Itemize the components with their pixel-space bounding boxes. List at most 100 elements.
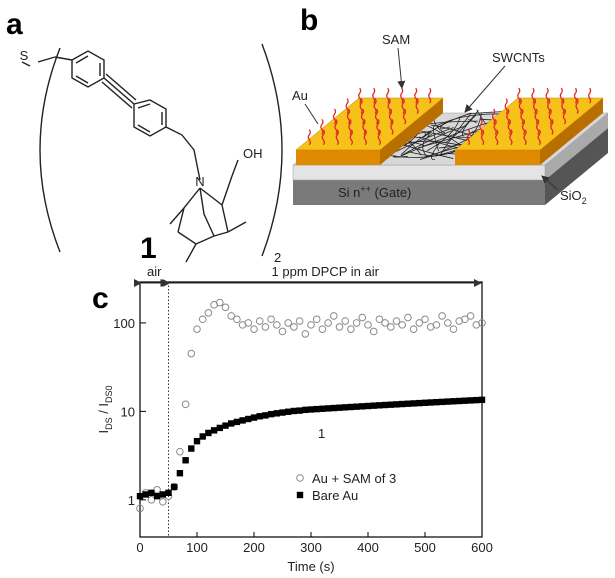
oxide-label: SiO2 [560,188,587,206]
compound-number: 1 [140,232,157,265]
superscript: ++ [360,184,371,194]
sam-molecule [520,108,524,125]
data-point [216,424,223,432]
data-point [136,492,144,500]
span-label: 1 ppm DPCP in air [272,264,380,279]
data-point [159,497,167,506]
data-point [369,327,378,336]
sam-molecule [550,118,554,135]
data-point [313,405,320,413]
sam-molecule [532,98,537,115]
data-point [239,417,246,424]
data-point [290,323,298,331]
sam-molecule [414,87,418,104]
sam-molecule [376,118,380,135]
sam-molecule [491,108,496,125]
data-point [381,319,389,327]
data-point [404,400,412,407]
sam-molecule [548,108,552,125]
data-point [170,483,178,491]
bracket-left [39,47,61,253]
subscript: DS0 [104,385,114,403]
data-point [142,491,149,498]
sam-molecule [400,87,404,104]
data-point [165,489,172,497]
sam-molecule [575,98,579,115]
panel-label: a [6,8,23,41]
data-point [250,325,258,333]
nanotube [467,118,477,123]
data-point [205,429,212,437]
data-point [364,402,372,410]
sam-molecule [534,108,538,125]
nanotube [426,116,461,152]
x-tick-label: 400 [357,540,379,555]
data-point [319,405,326,412]
data-point [404,313,412,322]
data-point [324,319,332,327]
nanotube [409,141,425,147]
sam-molecules [307,87,592,146]
subscript: DS [104,417,114,430]
data-point [181,400,190,409]
nanotube [423,132,430,138]
y-tick-label: 1 [128,493,135,508]
sam-molecule [386,87,390,104]
x-tick-label: 300 [300,540,322,555]
sam-molecule [362,118,366,135]
data-point [147,496,156,504]
data-point [198,315,207,324]
y-axis-label: IDS / IDS0 [96,385,114,433]
data-point [393,401,400,408]
y-tick-label: 10 [121,404,135,419]
x-tick-label: 200 [243,540,265,555]
data-point [370,402,377,409]
sam-molecule [349,129,353,146]
sam-molecule [509,129,513,146]
data-point [324,405,332,412]
data-point [204,309,213,317]
sam-molecule [307,129,311,146]
data-point [153,492,161,500]
molecule [21,50,247,263]
data-point [398,321,407,329]
electrode-front [296,150,380,165]
span-label: air [147,264,162,279]
repeat-count: 2 [274,250,281,265]
x-tick-label: 500 [414,540,436,555]
sam-molecule [388,108,393,125]
atom-label: OH [243,146,263,161]
panel-c: c 0 100 200 300 400 500 600 1 10 100 Time (s) IDS / … [92,264,493,574]
data-point [353,403,360,410]
data-point [335,323,344,331]
data-point [416,399,423,407]
data-point [359,403,366,410]
sam-molecule [504,98,508,115]
sam-molecule [402,108,407,125]
data-point [256,413,263,420]
sam-molecule [358,87,362,104]
sam-molecule [562,108,567,125]
sam-molecule [374,108,379,125]
data-point [295,317,304,325]
data-point [450,398,457,405]
gate-label: Si n++ (Gate) [338,184,411,200]
data-point [290,407,298,415]
data-point [421,315,429,324]
atom-label: N [195,174,204,189]
sam-molecule [363,129,367,146]
data-point [296,491,304,499]
data-point [375,315,384,324]
sam-molecule [523,129,527,146]
sam-molecule [332,108,337,125]
sam-molecule [320,118,324,135]
data-point [285,408,292,415]
data-point [245,415,252,423]
data-point [466,312,475,320]
sam-molecule [345,98,349,115]
data-point [478,319,486,327]
sam-molecule [387,98,391,115]
nanotube [444,110,479,144]
data-point [136,504,144,513]
